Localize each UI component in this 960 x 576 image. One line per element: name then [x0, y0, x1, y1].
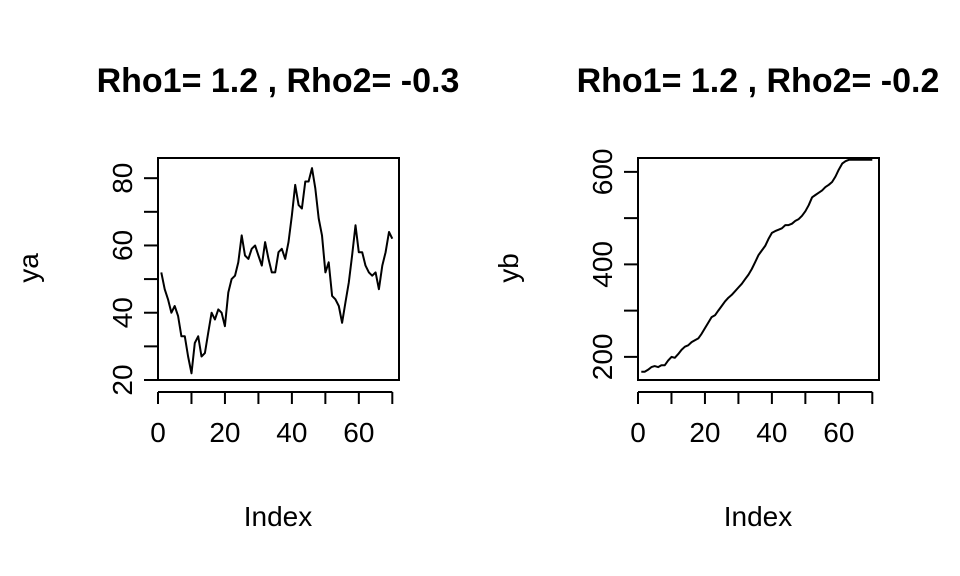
chart-title: Rho1= 1.2 , Rho2= -0.2: [577, 62, 940, 100]
chart-panel-yb: Rho1= 1.2 , Rho2= -0.2 Index yb 0 20 40 60 …: [493, 62, 939, 532]
y-axis: 20 40 60 80: [107, 163, 159, 396]
x-axis: 0 20 40 60: [150, 391, 394, 448]
y-axis: 200 400 600: [587, 149, 639, 381]
x-tick-label: 40: [276, 417, 307, 448]
x-tick-label: 20: [689, 417, 720, 448]
x-axis-label: Index: [244, 501, 313, 532]
x-tick-label: 20: [209, 417, 240, 448]
series-line: [160, 167, 394, 375]
y-tick-label: 600: [587, 149, 618, 196]
series-marks: [160, 167, 394, 375]
x-tick-label: 0: [630, 417, 646, 448]
x-tick-label: 60: [343, 417, 374, 448]
chart-panel-ya: Rho1= 1.2 , Rho2= -0.3 Index ya 0 20 40 60 …: [13, 62, 459, 532]
x-tick-label: 60: [823, 417, 854, 448]
x-axis-label: Index: [724, 501, 793, 532]
y-tick-label: 40: [107, 297, 138, 328]
y-axis-label: yb: [493, 253, 524, 283]
plot-frame: [637, 157, 880, 381]
series-line: [641, 158, 873, 373]
y-axis-label: ya: [13, 253, 44, 283]
y-tick-label: 60: [107, 230, 138, 261]
chart-title: Rho1= 1.2 , Rho2= -0.3: [97, 62, 460, 100]
x-axis: 0 20 40 60: [630, 391, 874, 448]
y-tick-label: 400: [587, 241, 618, 288]
y-tick-label: 200: [587, 334, 618, 381]
x-tick-label: 0: [150, 417, 166, 448]
y-tick-label: 20: [107, 364, 138, 395]
y-tick-label: 80: [107, 163, 138, 194]
series-marks: [641, 158, 873, 373]
x-tick-label: 40: [756, 417, 787, 448]
